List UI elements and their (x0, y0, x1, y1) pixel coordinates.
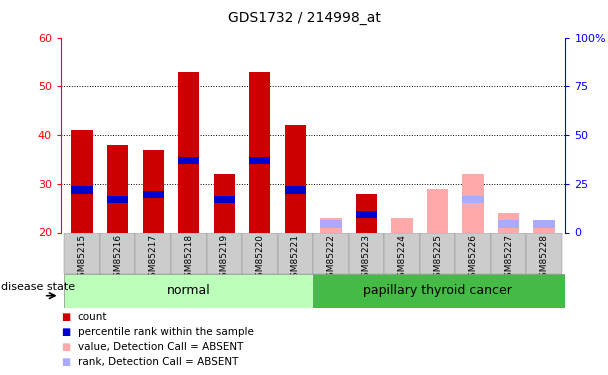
Bar (356, 211, 377, 218)
Text: GSM85221: GSM85221 (291, 234, 300, 283)
Text: disease state: disease state (1, 282, 75, 292)
Text: GDS1732 / 214998_at: GDS1732 / 214998_at (227, 11, 381, 25)
Bar (533, 223, 554, 232)
Text: normal: normal (167, 284, 210, 297)
Bar (498, 220, 519, 228)
Text: rank, Detection Call = ABSENT: rank, Detection Call = ABSENT (78, 357, 238, 367)
Bar (420, 232, 455, 274)
Bar (72, 130, 93, 232)
Bar (213, 174, 235, 232)
Text: GSM85216: GSM85216 (113, 234, 122, 283)
Text: value, Detection Call = ABSENT: value, Detection Call = ABSENT (78, 342, 243, 352)
Bar (249, 72, 271, 232)
Bar (213, 196, 235, 203)
Bar (249, 157, 271, 164)
Bar (498, 213, 519, 232)
Bar (64, 274, 313, 308)
Text: ■: ■ (61, 327, 70, 337)
Bar (278, 232, 313, 274)
Bar (527, 232, 562, 274)
Text: GSM85225: GSM85225 (433, 234, 442, 283)
Bar (142, 191, 164, 198)
Text: GSM85228: GSM85228 (540, 234, 548, 283)
Bar (356, 194, 377, 232)
Text: GSM85215: GSM85215 (78, 234, 86, 283)
Text: ■: ■ (61, 342, 70, 352)
Bar (136, 232, 171, 274)
Bar (462, 174, 484, 232)
Text: GSM85223: GSM85223 (362, 234, 371, 283)
Bar (107, 196, 128, 203)
Bar (72, 186, 93, 194)
Bar (491, 232, 527, 274)
Bar (348, 232, 384, 274)
Text: GSM85218: GSM85218 (184, 234, 193, 283)
Bar (455, 232, 491, 274)
Bar (100, 232, 136, 274)
Bar (242, 232, 278, 274)
Bar (313, 274, 565, 308)
Text: GSM85220: GSM85220 (255, 234, 264, 283)
Text: GSM85227: GSM85227 (504, 234, 513, 283)
Bar (207, 232, 242, 274)
Bar (285, 125, 306, 232)
Text: percentile rank within the sample: percentile rank within the sample (78, 327, 254, 337)
Text: GSM85219: GSM85219 (219, 234, 229, 283)
Text: GSM85217: GSM85217 (149, 234, 157, 283)
Bar (285, 186, 306, 194)
Bar (171, 232, 207, 274)
Bar (320, 220, 342, 228)
Text: papillary thyroid cancer: papillary thyroid cancer (363, 284, 512, 297)
Bar (142, 150, 164, 232)
Text: ■: ■ (61, 357, 70, 367)
Text: GSM85224: GSM85224 (398, 234, 407, 283)
Bar (533, 220, 554, 228)
Bar (178, 72, 199, 232)
Bar (384, 232, 420, 274)
Bar (64, 232, 100, 274)
Bar (427, 189, 448, 232)
Bar (178, 157, 199, 164)
Bar (392, 218, 413, 232)
Text: GSM85222: GSM85222 (326, 234, 336, 283)
Text: ■: ■ (61, 312, 70, 322)
Bar (462, 196, 484, 203)
Text: count: count (78, 312, 108, 322)
Bar (320, 218, 342, 232)
Bar (313, 232, 348, 274)
Bar (107, 145, 128, 232)
Text: GSM85226: GSM85226 (469, 234, 477, 283)
